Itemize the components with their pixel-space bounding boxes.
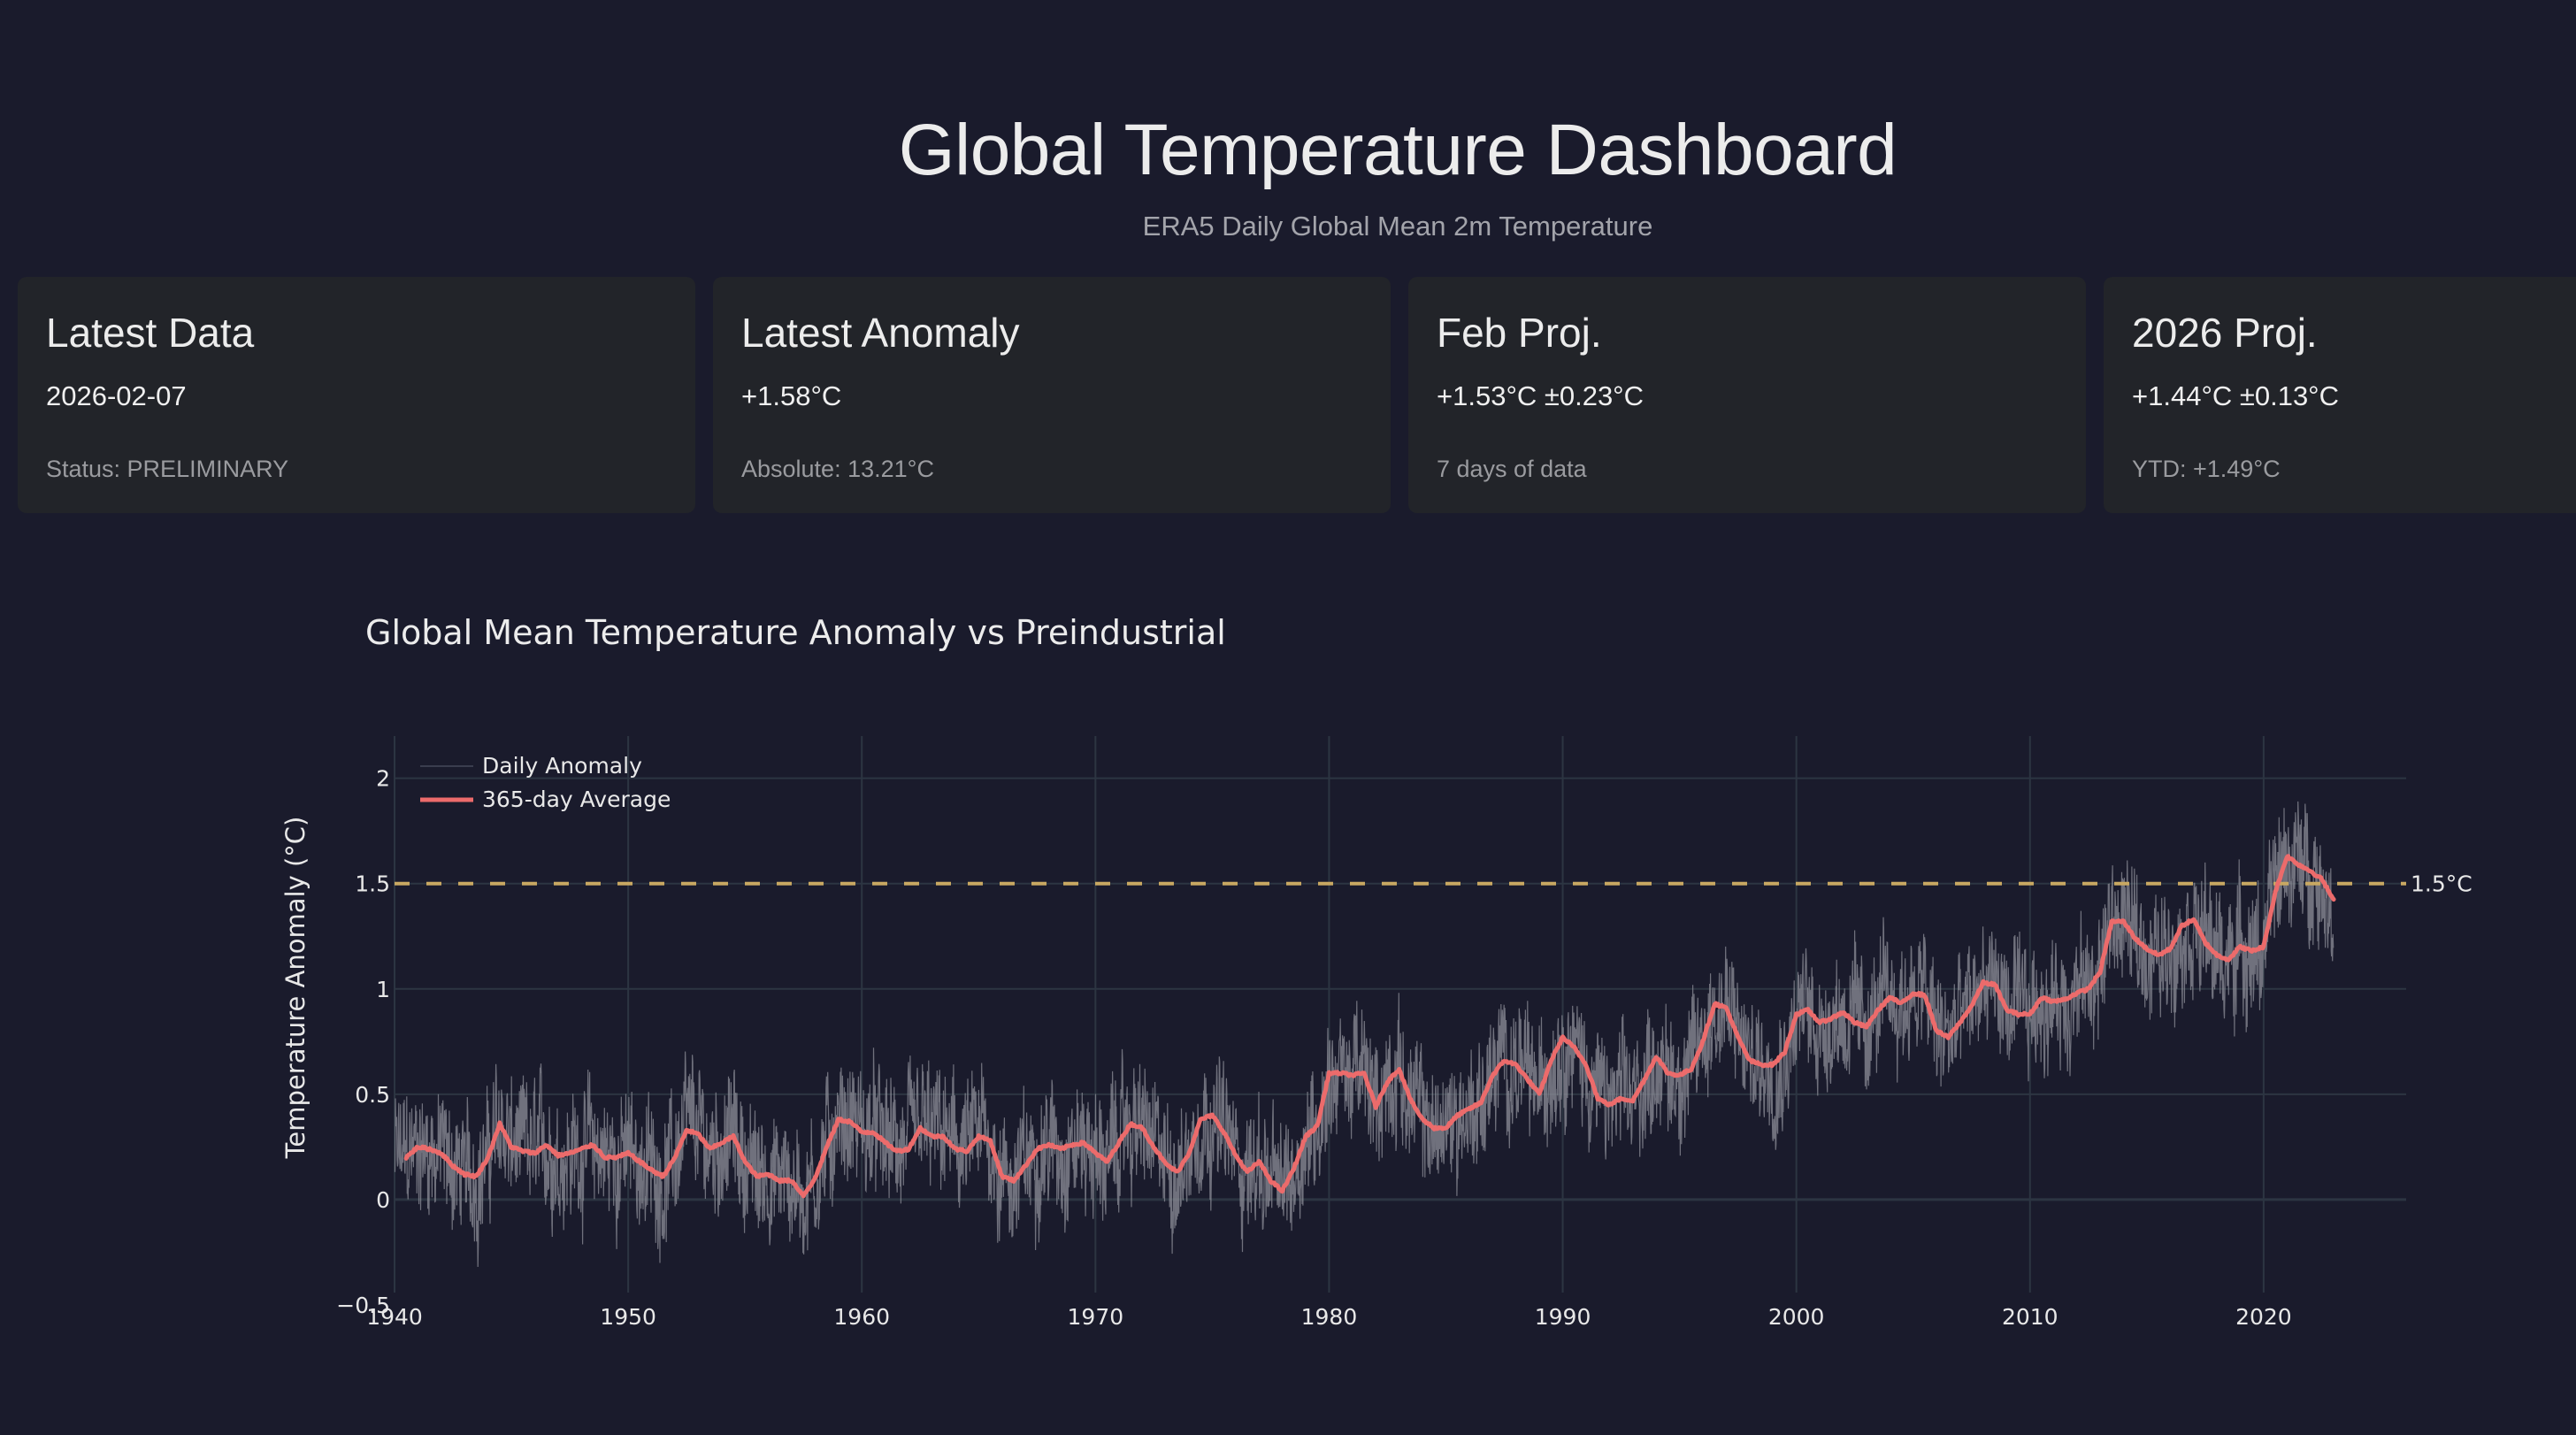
x-tick-label: 1950 xyxy=(600,1304,656,1330)
page-header: Global Temperature Dashboard ERA5 Daily … xyxy=(0,106,2576,242)
card-value: +1.44°C ±0.13°C xyxy=(2132,380,2339,411)
card-title: Latest Anomaly xyxy=(741,310,1020,356)
legend-average-label[interactable]: 365-day Average xyxy=(482,787,671,812)
y-tick-label: 2 xyxy=(376,766,390,792)
y-tick-label: 0 xyxy=(376,1187,390,1213)
y-tick-label: −0.5 xyxy=(336,1293,390,1318)
page-title: Global Temperature Dashboard xyxy=(898,110,1898,190)
legend[interactable]: Daily Anomaly 365-day Average xyxy=(420,753,671,812)
card-value: +1.58°C xyxy=(741,380,842,411)
x-tick-label: 2020 xyxy=(2235,1304,2292,1330)
x-tick-label: 1980 xyxy=(1301,1304,1358,1330)
y-tick-label: 1.5 xyxy=(355,871,390,897)
card-year-projection: 2026 Proj. +1.44°C ±0.13°C YTD: +1.49°C xyxy=(2104,277,2576,513)
y-tick-label: 0.5 xyxy=(355,1082,390,1108)
x-tick-label: 2010 xyxy=(2002,1304,2058,1330)
card-title: 2026 Proj. xyxy=(2132,310,2318,356)
daily-anomaly-line xyxy=(394,801,2334,1268)
card-note: 7 days of data xyxy=(1437,456,1587,482)
chart-title: Global Mean Temperature Anomaly vs Prein… xyxy=(365,613,1226,652)
card-value: +1.53°C ±0.23°C xyxy=(1437,380,1644,411)
axis-ticks: 1940 1950 1960 1970 1980 1990 2000 2010 2020 −0.5… xyxy=(336,766,2291,1330)
card-title: Latest Data xyxy=(46,310,255,356)
grid-lines xyxy=(394,736,2406,1293)
x-tick-label: 2000 xyxy=(1768,1304,1825,1330)
page-subtitle: ERA5 Daily Global Mean 2m Temperature xyxy=(1142,211,1653,242)
threshold-label: 1.5°C xyxy=(2411,871,2472,897)
card-latest-data: Latest Data 2026-02-07 Status: PRELIMINA… xyxy=(18,277,695,513)
daily-anomaly-series xyxy=(394,801,2334,1268)
card-title: Feb Proj. xyxy=(1437,310,1602,356)
y-axis-label: Temperature Anomaly (°C) xyxy=(280,817,310,1160)
card-value: 2026-02-07 xyxy=(46,380,187,411)
x-tick-label: 1970 xyxy=(1068,1304,1124,1330)
card-note: YTD: +1.49°C xyxy=(2132,456,2281,482)
average-line xyxy=(403,854,2336,1199)
x-tick-label: 1990 xyxy=(1535,1304,1591,1330)
card-latest-anomaly: Latest Anomaly +1.58°C Absolute: 13.21°C xyxy=(713,277,1391,513)
legend-daily-label[interactable]: Daily Anomaly xyxy=(482,753,642,779)
x-tick-label: 1960 xyxy=(833,1304,890,1330)
x-tick-label: 1940 xyxy=(366,1304,423,1330)
card-note: Absolute: 13.21°C xyxy=(741,456,934,482)
threshold-line-group: 1.5°C xyxy=(395,871,2472,897)
y-tick-label: 1 xyxy=(376,977,390,1002)
card-feb-projection: Feb Proj. +1.53°C ±0.23°C 7 days of data xyxy=(1408,277,2086,513)
average-series xyxy=(403,854,2336,1199)
card-note: Status: PRELIMINARY xyxy=(46,456,289,482)
